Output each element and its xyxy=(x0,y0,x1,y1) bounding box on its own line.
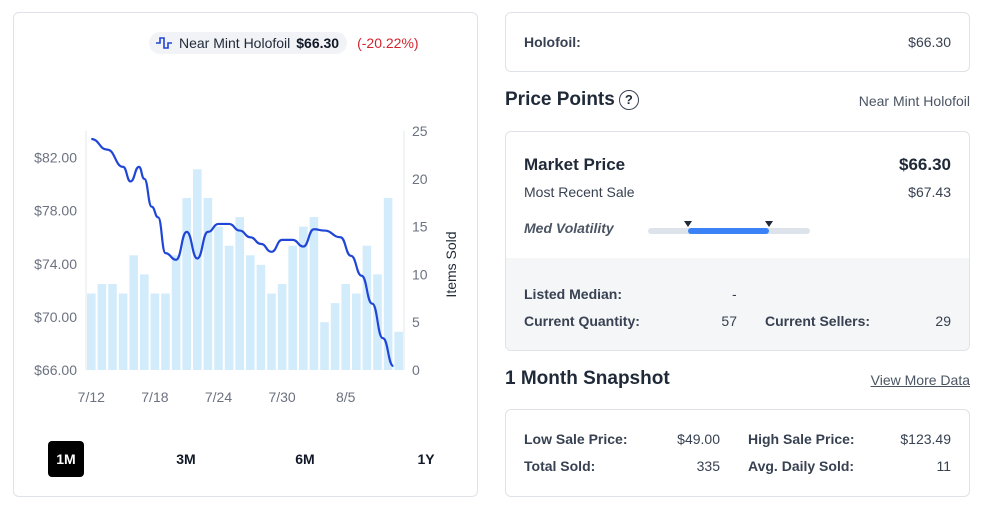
price-points-condition: Near Mint Holofoil xyxy=(858,93,970,109)
avg-daily-sold-label: Avg. Daily Sold: xyxy=(748,458,855,474)
items-sold-bar xyxy=(182,197,191,370)
current-sellers-label: Current Sellers: xyxy=(765,313,871,329)
legend-price: $66.30 xyxy=(296,35,340,51)
items-sold-bar xyxy=(299,226,308,370)
current-quantity-label: Current Quantity: xyxy=(524,313,640,329)
items-sold-bar xyxy=(383,197,393,370)
snapshot-title: 1 Month Snapshot xyxy=(505,368,670,389)
low-sale-label: Low Sale Price: xyxy=(524,431,628,447)
range-1m-button[interactable]: 1M xyxy=(48,441,84,477)
volatility-fill xyxy=(688,228,769,234)
y-right-axis-title: Items Sold xyxy=(443,231,459,297)
legend-pill: Near Mint Holofoil $66.30 xyxy=(149,32,348,54)
y-left-tick-label: $82.00 xyxy=(34,150,77,166)
pulse-line-icon xyxy=(156,37,172,49)
high-sale-label: High Sale Price: xyxy=(748,431,855,447)
x-tick-label: 7/12 xyxy=(78,389,105,405)
items-sold-bar xyxy=(129,255,138,370)
y-left-tick-label: $66.00 xyxy=(34,362,77,378)
volatility-label: Med Volatility xyxy=(524,220,614,236)
market-price-value: $66.30 xyxy=(899,155,951,174)
holofoil-label: Holofoil: xyxy=(524,34,581,50)
market-price-label: Market Price xyxy=(524,155,626,174)
y-right-tick-label: 0 xyxy=(412,362,420,378)
y-right-tick-label: 15 xyxy=(412,219,428,235)
legend-condition: Near Mint Holofoil xyxy=(179,35,291,51)
x-tick-label: 7/24 xyxy=(205,389,232,405)
y-right-tick-label: 25 xyxy=(412,123,428,139)
y-left-tick-label: $74.00 xyxy=(34,256,77,272)
y-right-tick-label: 10 xyxy=(412,266,428,282)
view-more-data-link[interactable]: View More Data xyxy=(870,372,970,388)
price-points-title-text: Price Points xyxy=(505,89,615,110)
total-sold-label: Total Sold: xyxy=(524,458,596,474)
high-sale-value: $123.49 xyxy=(900,431,951,447)
items-sold-bar xyxy=(309,217,319,370)
x-tick-label: 8/5 xyxy=(336,389,356,405)
items-sold-bar xyxy=(277,283,287,370)
current-sellers-value: 29 xyxy=(935,313,951,329)
items-sold-bar xyxy=(118,293,128,370)
range-3m-button[interactable]: 3M xyxy=(168,441,204,477)
items-sold-bar xyxy=(256,264,266,370)
items-sold-bar xyxy=(235,217,244,370)
items-sold-bar xyxy=(246,255,255,370)
y-right-tick-label: 20 xyxy=(412,171,428,187)
y-left-tick-label: $70.00 xyxy=(34,309,77,325)
legend-change: (-20.22%) xyxy=(357,35,419,51)
low-sale-value: $49.00 xyxy=(677,431,720,447)
recent-sale-value: $67.43 xyxy=(908,184,951,200)
current-quantity-value: 57 xyxy=(721,313,737,329)
price-points-card: Market Price $66.30 Most Recent Sale $67… xyxy=(505,131,970,351)
x-tick-label: 7/18 xyxy=(141,389,168,405)
items-sold-bar xyxy=(193,169,202,370)
range-selector: 1M 3M 6M 1Y xyxy=(48,441,458,477)
items-sold-bar xyxy=(352,293,361,370)
items-sold-bar xyxy=(140,274,149,370)
items-sold-bar xyxy=(224,245,234,370)
price-history-card: $66.00 $70.00 $74.00 $78.00 $82.00 0 5 10 15 20 25… xyxy=(13,12,478,497)
items-sold-bar xyxy=(267,293,276,370)
recent-sale-label: Most Recent Sale xyxy=(524,184,635,200)
items-sold-bar xyxy=(320,322,329,370)
items-sold-bar xyxy=(362,245,372,370)
listed-median-value: - xyxy=(732,286,737,302)
items-sold-bar xyxy=(171,255,181,370)
volatility-meter xyxy=(648,221,810,234)
items-sold-bar xyxy=(394,331,403,370)
chart-legend: Near Mint Holofoil $66.30 (-20.22%) xyxy=(149,31,419,55)
items-sold-bar xyxy=(341,283,350,370)
snapshot-card: Low Sale Price: $49.00 High Sale Price: … xyxy=(505,409,970,497)
range-6m-button[interactable]: 6M xyxy=(287,441,323,477)
total-sold-value: 335 xyxy=(696,458,720,474)
price-points-title: Price Points? xyxy=(505,89,639,111)
items-sold-bar xyxy=(97,283,107,370)
items-sold-bar xyxy=(150,293,160,370)
items-sold-bar xyxy=(288,245,297,370)
holofoil-value: $66.30 xyxy=(908,34,951,50)
items-sold-bar xyxy=(330,303,340,370)
y-left-tick-label: $78.00 xyxy=(34,203,77,219)
items-sold-bar xyxy=(87,293,96,370)
items-sold-bar xyxy=(108,283,117,370)
volatility-high-marker xyxy=(765,221,773,227)
items-sold-bar xyxy=(203,197,213,370)
y-right-tick-label: 5 xyxy=(412,314,420,330)
items-sold-bar xyxy=(214,226,223,370)
range-1y-button[interactable]: 1Y xyxy=(408,441,444,477)
items-sold-bar xyxy=(161,293,170,370)
price-line xyxy=(91,137,395,368)
question-circle-icon[interactable]: ? xyxy=(618,90,639,110)
x-tick-label: 7/30 xyxy=(268,389,295,405)
listing-stats-panel xyxy=(506,258,969,350)
price-history-chart: $66.00 $70.00 $74.00 $78.00 $82.00 0 5 10 15 20 25… xyxy=(34,123,459,405)
holofoil-card: Holofoil: $66.30 xyxy=(505,12,970,72)
listed-median-label: Listed Median: xyxy=(524,286,623,302)
avg-daily-sold-value: 11 xyxy=(936,458,951,474)
volatility-low-marker xyxy=(684,221,692,227)
